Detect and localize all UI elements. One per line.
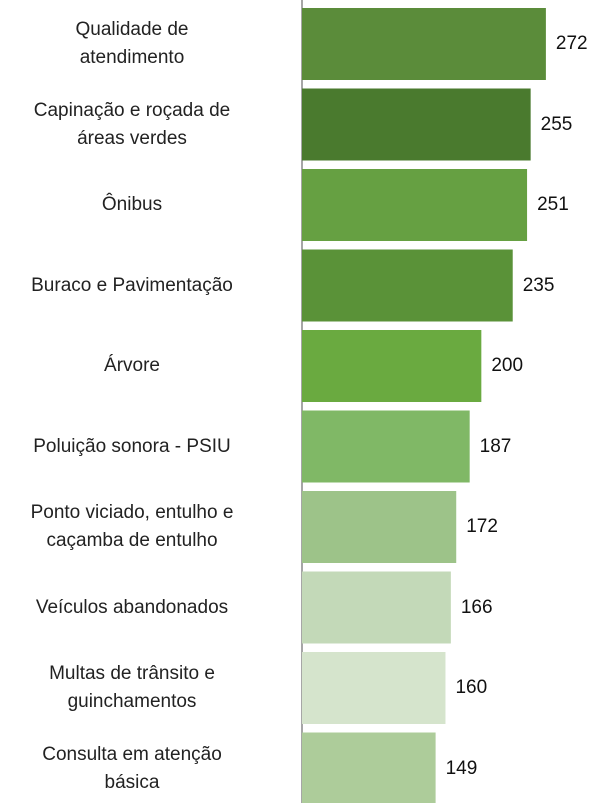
- bar: [302, 330, 482, 402]
- bar: [302, 491, 457, 563]
- bar: [302, 571, 451, 644]
- value-label: 166: [460, 596, 493, 618]
- category-label: Árvore: [104, 355, 160, 376]
- category-label: Veículos abandonados: [35, 596, 229, 618]
- category-label: Ônibus: [101, 194, 163, 215]
- category-label: Multas de trânsito e guinchamentos: [49, 663, 215, 712]
- category-label: Qualidade de atendimento: [75, 19, 189, 68]
- category-label: Buraco e Pavimentação: [31, 274, 233, 296]
- category-label: Capinação e roçada de áreas verdes: [33, 99, 231, 149]
- value-label: 160: [455, 677, 488, 698]
- category-label: Consulta em atenção básica: [42, 743, 222, 793]
- bar: [302, 8, 546, 80]
- bar: [302, 652, 446, 724]
- category-label: Ponto viciado, entulho e caçamba de entu…: [30, 502, 234, 551]
- bar: [302, 249, 513, 322]
- value-label: 272: [555, 33, 588, 54]
- bar: [302, 410, 470, 483]
- value-label: 235: [522, 274, 555, 296]
- value-label: 255: [540, 113, 573, 135]
- value-label: 149: [445, 757, 478, 779]
- value-label: 187: [479, 435, 512, 457]
- bar: [302, 169, 528, 241]
- value-label: 200: [491, 355, 524, 376]
- category-label: Poluição sonora - PSIU: [33, 435, 231, 457]
- bar: [302, 88, 531, 161]
- bar: [302, 732, 436, 803]
- value-label: 251: [537, 194, 569, 215]
- value-label: 172: [466, 516, 498, 537]
